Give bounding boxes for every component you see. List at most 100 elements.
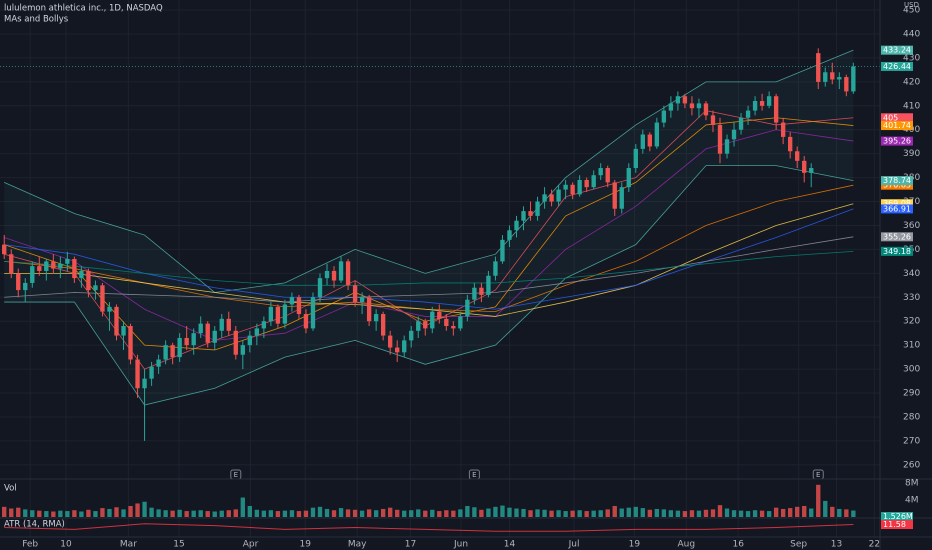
candle-body: [331, 270, 337, 281]
volume-bar: [317, 506, 323, 517]
price-tag-box: [881, 180, 913, 190]
candle-body: [521, 211, 526, 221]
candle-body: [549, 194, 554, 202]
axis: 2602702802903003103203303403503603703803…: [22, 6, 920, 550]
y-tick-label: 360: [903, 221, 920, 231]
candle-body: [240, 345, 245, 355]
candle-body: [16, 273, 21, 291]
candle-body: [128, 326, 133, 360]
volume-bar: [240, 497, 245, 517]
candle-body: [738, 117, 744, 130]
volume-bar: [823, 500, 828, 517]
candle-body: [324, 270, 330, 279]
candle-body: [254, 328, 260, 336]
candle-body: [640, 134, 645, 149]
candle-body: [142, 378, 147, 389]
y-tick-label: 440: [903, 29, 920, 39]
candle-body: [2, 244, 7, 255]
volume-bar: [479, 509, 484, 517]
candle-body: [528, 211, 533, 216]
y-tick-label: 400: [903, 125, 920, 135]
volume-bar: [107, 508, 112, 517]
candle-body: [121, 326, 126, 336]
volume-bar: [809, 508, 814, 517]
volume-bar: [837, 508, 842, 517]
volume-bar: [93, 511, 98, 517]
candle-body: [72, 258, 77, 279]
candle-body: [58, 263, 63, 269]
candle-body: [612, 182, 617, 209]
candle-body: [219, 318, 224, 331]
price-tag-box: [881, 176, 913, 186]
candle-body: [584, 179, 589, 188]
y-tick-label: 430: [903, 53, 920, 63]
volume-bar: [437, 511, 442, 517]
candle-body: [107, 306, 112, 312]
volume-bar: [184, 511, 189, 517]
candle-body: [514, 220, 519, 231]
volume-bar: [352, 509, 358, 517]
earnings-label: E: [816, 471, 820, 479]
candle-body: [366, 297, 372, 322]
volume-bar: [191, 510, 196, 517]
volume-bar: [724, 508, 730, 517]
candle-body: [626, 168, 631, 188]
price-tag-box: [881, 121, 913, 131]
candle-body: [598, 168, 603, 176]
y-tick-label: 320: [903, 317, 920, 327]
price-tag: 378.74: [883, 176, 911, 185]
candle-body: [23, 282, 28, 291]
atr-title: ATR (14, RMA): [4, 520, 65, 530]
candle-body: [633, 148, 638, 169]
volume-bar: [388, 507, 393, 517]
candle-body: [710, 115, 716, 125]
candle-body: [802, 160, 807, 173]
volume-bar: [282, 510, 288, 517]
x-tick-label: 15: [173, 540, 184, 550]
volume-tag-box: [881, 512, 913, 522]
candle-body: [788, 136, 793, 152]
volume-bar: [30, 510, 35, 517]
volume-bar: [802, 505, 807, 517]
price-tag-box: [881, 136, 913, 146]
volume-bar: [507, 507, 512, 517]
atr-line: [4, 523, 854, 532]
volume-bar: [745, 511, 751, 517]
volume-bar: [247, 505, 252, 517]
candle-body: [388, 335, 393, 348]
candle-body: [423, 321, 428, 329]
candle-body: [451, 326, 456, 329]
y-tick-label: 340: [903, 269, 920, 279]
candle-body: [380, 314, 386, 336]
candle-body: [65, 258, 70, 264]
candle-body: [268, 306, 274, 322]
x-tick-label: Jun: [453, 540, 468, 550]
candle-body: [731, 129, 737, 140]
candle-body: [816, 53, 821, 82]
volume-bar: [380, 508, 386, 517]
candle-body: [114, 306, 119, 336]
candle-body: [717, 124, 723, 154]
volume-bar: [16, 507, 21, 517]
volume-bar: [366, 509, 372, 517]
volume-bar: [2, 506, 7, 517]
candle-body: [212, 330, 217, 343]
volume-bar: [359, 510, 365, 517]
candle-body: [458, 316, 463, 329]
volume-bar: [331, 510, 337, 517]
volume-bar: [268, 510, 274, 517]
x-tick-label: Apr: [243, 540, 259, 550]
candle-body: [493, 261, 498, 276]
candle-body: [93, 285, 98, 291]
candle-body: [282, 304, 288, 324]
x-tick-label: Sep: [790, 540, 807, 550]
volume-bar: [773, 507, 779, 517]
candle-body: [542, 194, 547, 202]
volume-bar: [86, 509, 91, 517]
candle-body: [851, 66, 856, 92]
candle-body: [465, 299, 470, 317]
x-tick-label: Jul: [568, 540, 580, 550]
candle-body: [563, 184, 568, 190]
